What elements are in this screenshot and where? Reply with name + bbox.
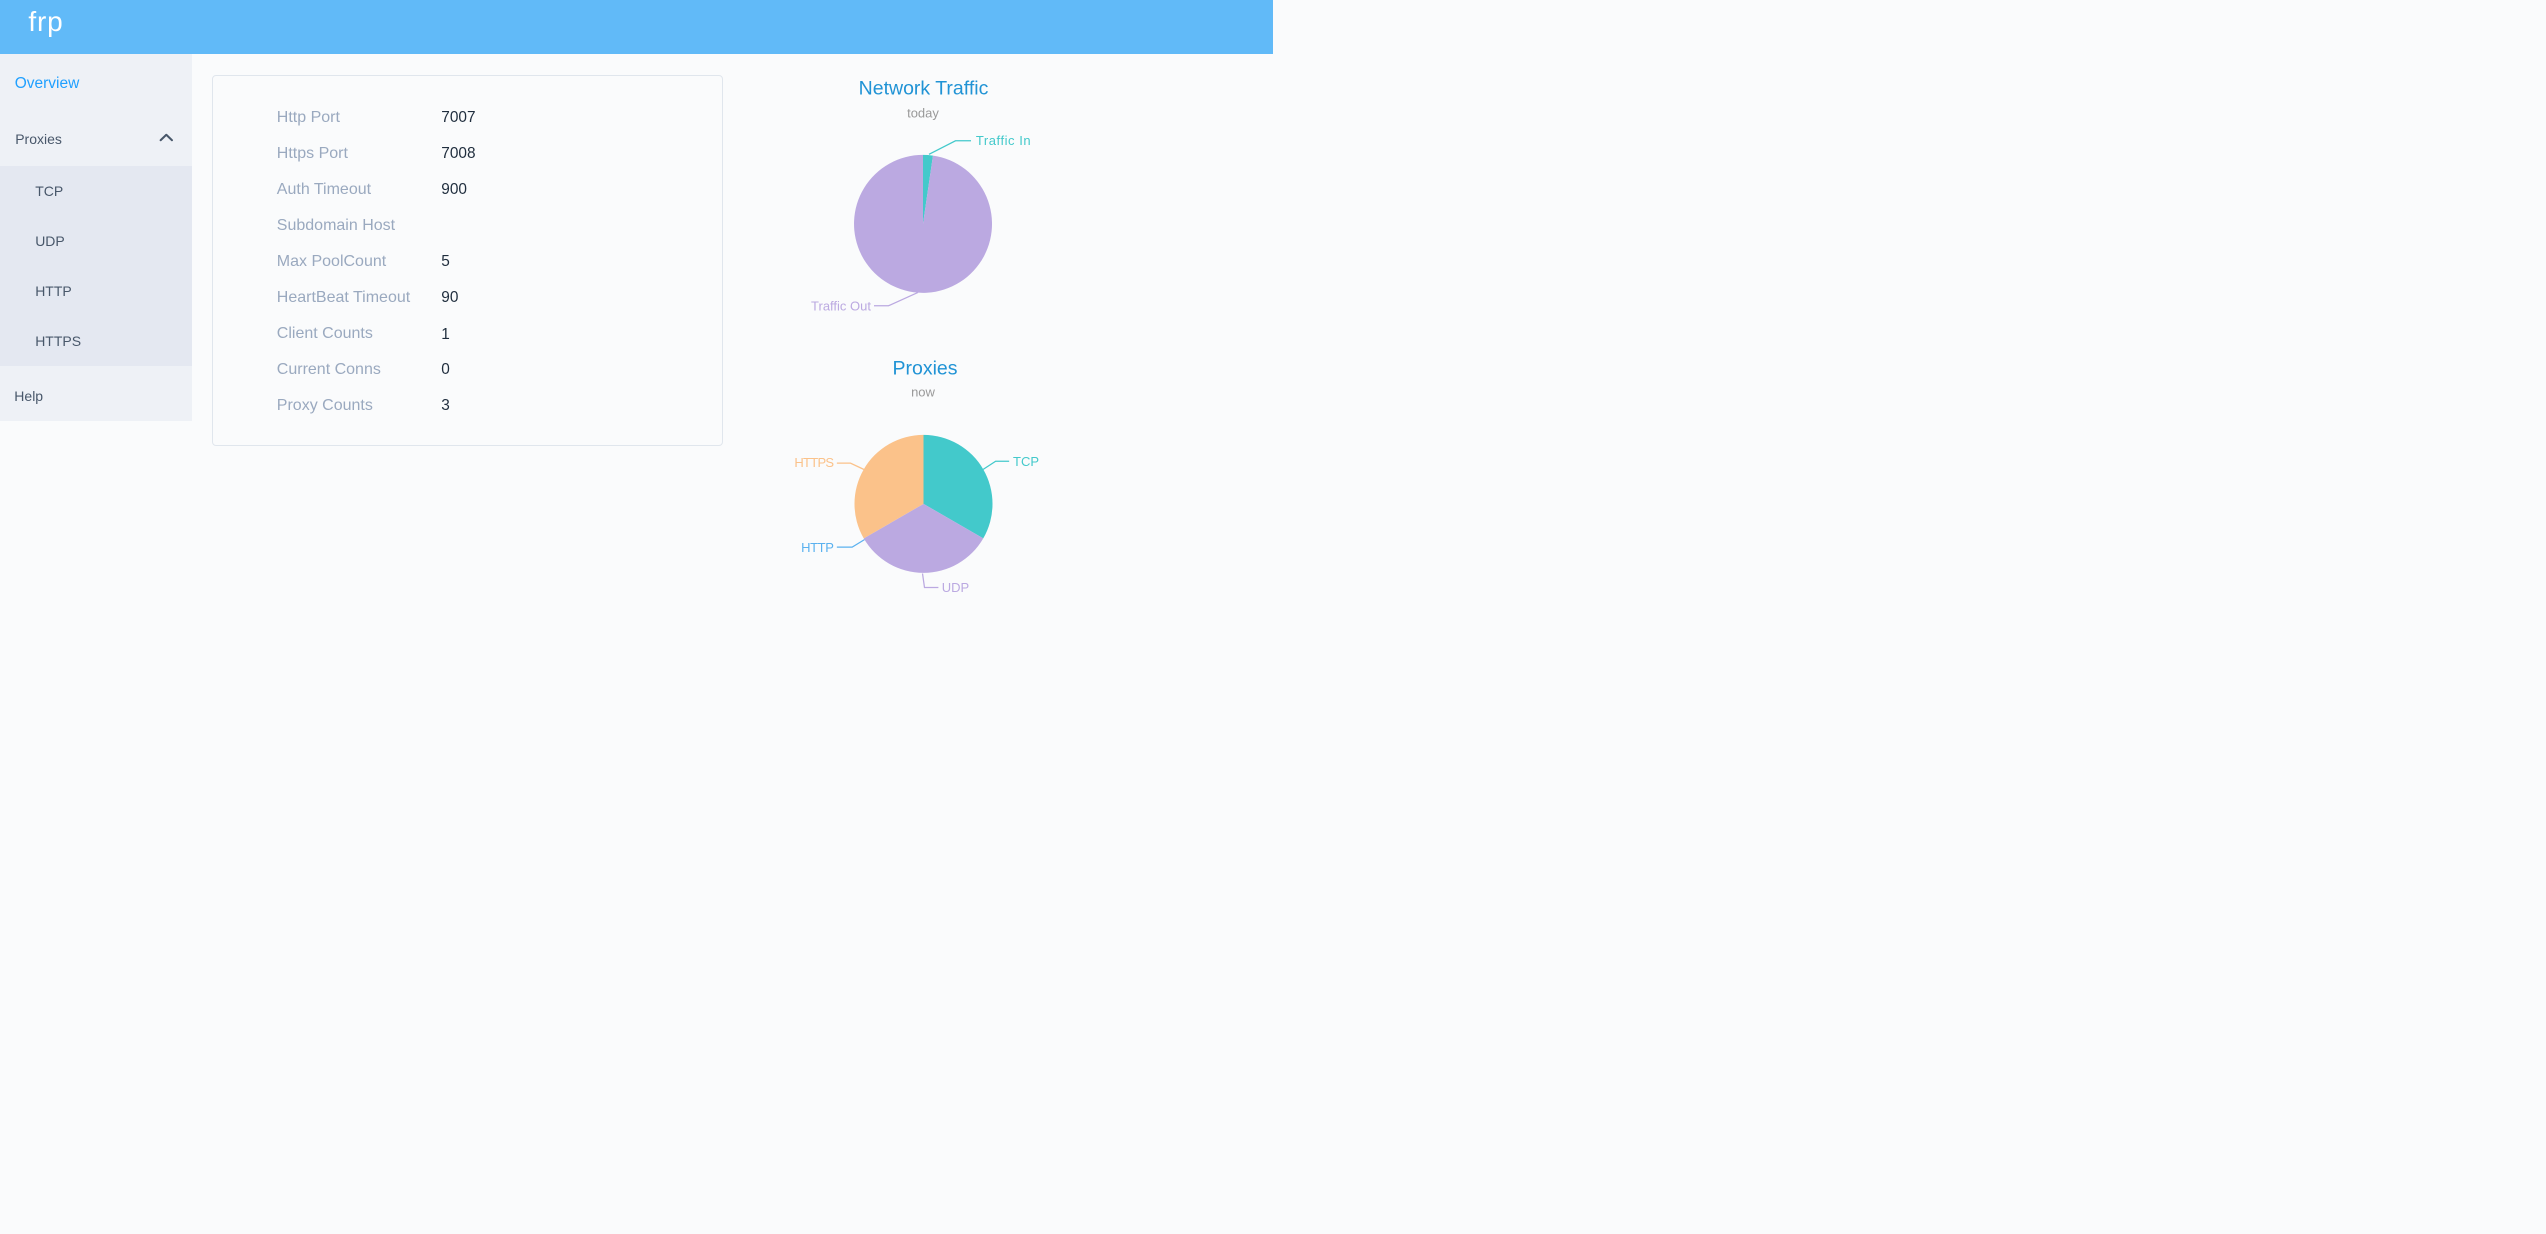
svg-text:HTTPS: HTTPS [794,455,834,470]
svg-text:TCP: TCP [1013,454,1039,469]
svg-text:Traffic Out: Traffic Out [811,299,871,314]
svg-text:Proxies: Proxies [892,358,957,380]
svg-text:now: now [911,385,935,400]
svg-text:today: today [907,106,939,121]
svg-text:UDP: UDP [942,580,969,595]
svg-text:Traffic In: Traffic In [976,133,1031,148]
svg-text:Network Traffic: Network Traffic [859,78,989,100]
svg-text:HTTP: HTTP [801,540,833,555]
